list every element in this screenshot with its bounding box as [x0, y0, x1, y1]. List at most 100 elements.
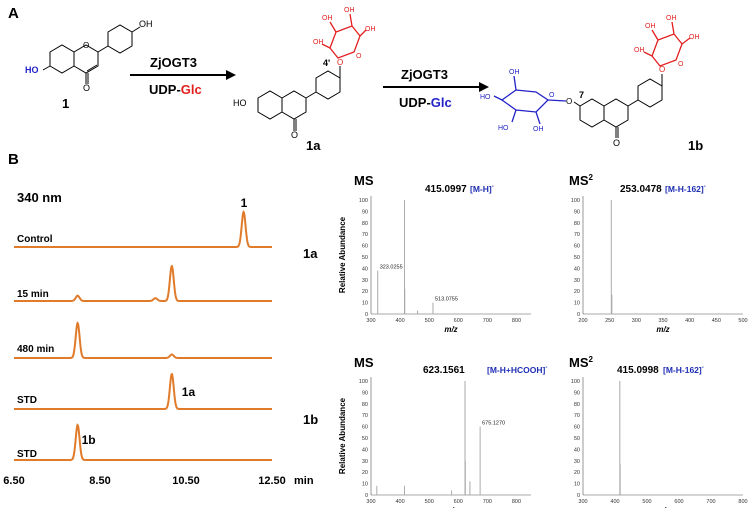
ms-y-tick: 20 [574, 470, 580, 476]
compound-1b-glc-oh-4: OH [533, 126, 544, 133]
ms-x-tick: 700 [483, 499, 492, 505]
ms-y-tick: 30 [574, 459, 580, 465]
donor-2-label: UDP-Glc [399, 95, 452, 110]
ms-title: MS2 [569, 355, 594, 370]
ms-x-tick: 600 [674, 499, 683, 505]
ms-x-tick: 400 [395, 318, 404, 324]
compound-1-label: 1 [62, 96, 69, 111]
ms-x-tick: 200 [578, 318, 587, 324]
compound-1a-7-oh: HO [233, 98, 247, 108]
hplc-x-unit: min [294, 475, 314, 487]
ms-base-peak-mz: 623.1561 [423, 365, 465, 376]
reaction-arrow-2-head [479, 82, 489, 92]
hplc-x-tick-3: 12.50 [258, 475, 286, 487]
compound-1b-label: 1b [688, 138, 703, 153]
compound-1a-label: 1a [306, 138, 321, 153]
compound-1a-position-label: 4' [323, 58, 330, 68]
enzyme-2-label: ZjOGT3 [401, 67, 448, 82]
ms-x-axis-label: m/z [444, 325, 457, 334]
hplc-wavelength: 340 nm [17, 190, 62, 205]
compound-1b-glc-ring-o: O [549, 92, 555, 99]
compound-1a-glucose-oh-labels: OH OH OH OH O [313, 7, 376, 60]
hplc-trace-label-1: 15 min [17, 289, 49, 300]
ms-y-tick: 0 [577, 493, 580, 499]
ms-y-tick: 60 [574, 425, 580, 431]
compound-1b-rglc-oh-2: OH [645, 23, 656, 30]
compound-1a-glc-oh-3: OH [344, 7, 355, 14]
hplc-trace-2 [14, 321, 272, 359]
ms-y-tick: 30 [362, 459, 368, 465]
ms-x-tick: 400 [685, 318, 694, 324]
ms-base-peak-mz: 415.0997 [425, 184, 467, 195]
panel-label-a: A [8, 5, 19, 22]
ms-row-label-1a: 1a [303, 246, 318, 261]
ms-y-tick: 50 [362, 436, 368, 442]
ms-y-tick: 90 [362, 209, 368, 215]
compound-1b-position-label: 7 [579, 90, 584, 100]
hplc-peak-label-1: 1 [241, 196, 248, 210]
ms-title: MS [354, 173, 374, 188]
hplc-trace-1 [14, 264, 272, 302]
ms-y-tick: 100 [571, 379, 580, 385]
ms-x-tick: 500 [738, 318, 747, 324]
compound-1a-glc-oh-2: OH [322, 15, 333, 22]
ms-y-tick: 10 [362, 301, 368, 307]
hplc-trace-label-3: STD [17, 395, 37, 406]
compound-1b-glc-oh-1: OH [509, 69, 520, 76]
compound-1b-rglc-oh-4: OH [689, 34, 700, 41]
compound-1a-carbonyl-o: O [291, 130, 298, 140]
ms-y-tick: 100 [359, 198, 368, 204]
compound-1a-glc-ring-o: O [356, 53, 362, 60]
compound-1a-glc-oh-1: OH [313, 39, 324, 46]
ms-ion-label: [M-H]- [470, 184, 494, 194]
ms-x-tick: 800 [512, 318, 521, 324]
compound-1b-glc-oh-2: HO [480, 94, 491, 101]
ms-y-tick: 70 [362, 232, 368, 238]
ms-y-tick: 40 [574, 266, 580, 272]
ms-peak-label-0: 323.0255 [380, 265, 403, 271]
compound-1b-red-glucose [643, 21, 691, 67]
compound-1a-glyco-o: O [337, 58, 343, 67]
ms-y-tick: 10 [574, 301, 580, 307]
ms-x-tick: 350 [658, 318, 667, 324]
ms-x-tick: 700 [483, 318, 492, 324]
ms-x-tick: 400 [395, 499, 404, 505]
compound-1-carbonyl-o: O [83, 83, 90, 93]
compound-1b-carbonyl-o: O [613, 138, 620, 148]
ms-x-tick: 450 [712, 318, 721, 324]
ms-x-tick: 300 [366, 499, 375, 505]
hplc-x-tick-2: 10.50 [172, 475, 200, 487]
ms-ion-label: [M-H-162]- [663, 365, 704, 375]
ms-x-tick: 600 [454, 318, 463, 324]
compound-1b-blue-glucose [493, 75, 567, 125]
ms-y-tick: 80 [362, 221, 368, 227]
ms-y-tick: 60 [362, 244, 368, 250]
ms-x-tick: 800 [512, 499, 521, 505]
ms-spectra: 0 10 20 30 40 50 60 70 80 90 100 300 400 500 600 700 800… [338, 173, 748, 508]
ms-x-tick: 500 [425, 499, 434, 505]
hplc-chromatograms: Control 15 min 480 min STD STD 1 1a 1b 6.50 8.50 1… [3, 196, 314, 487]
ms-y-tick: 30 [574, 278, 580, 284]
ms-spectrum-1: 0 10 20 30 40 50 60 70 80 90 100 200 250 300 350 400 450… [569, 173, 748, 334]
donor-1-label: UDP-Glc [149, 82, 202, 97]
compound-1-4prime-oh: OH [139, 19, 153, 29]
ms-title: MS [354, 355, 374, 370]
ms-y-axis-label: Relative Abundance [338, 397, 347, 474]
ms-y-tick: 90 [574, 390, 580, 396]
hplc-x-tick-1: 8.50 [89, 475, 110, 487]
ms-y-tick: 20 [362, 470, 368, 476]
ms-y-tick: 20 [362, 289, 368, 295]
ms-y-tick: 40 [574, 447, 580, 453]
ms-base-peak-mz: 415.0998 [617, 365, 659, 376]
ms-spectrum-0: 0 10 20 30 40 50 60 70 80 90 100 300 400 500 600 700 800… [338, 173, 531, 334]
ms-y-tick: 40 [362, 447, 368, 453]
hplc-trace-label-0: Control [17, 234, 53, 245]
hplc-trace-0 [14, 210, 272, 248]
ms-y-tick: 80 [574, 221, 580, 227]
ms-y-tick: 70 [362, 413, 368, 419]
ms-x-tick: 600 [454, 499, 463, 505]
compound-1-7-oh: HO [25, 65, 39, 75]
hplc-peak-label-1b: 1b [82, 433, 96, 447]
compound-1b-rglc-oh-3: OH [666, 15, 677, 22]
